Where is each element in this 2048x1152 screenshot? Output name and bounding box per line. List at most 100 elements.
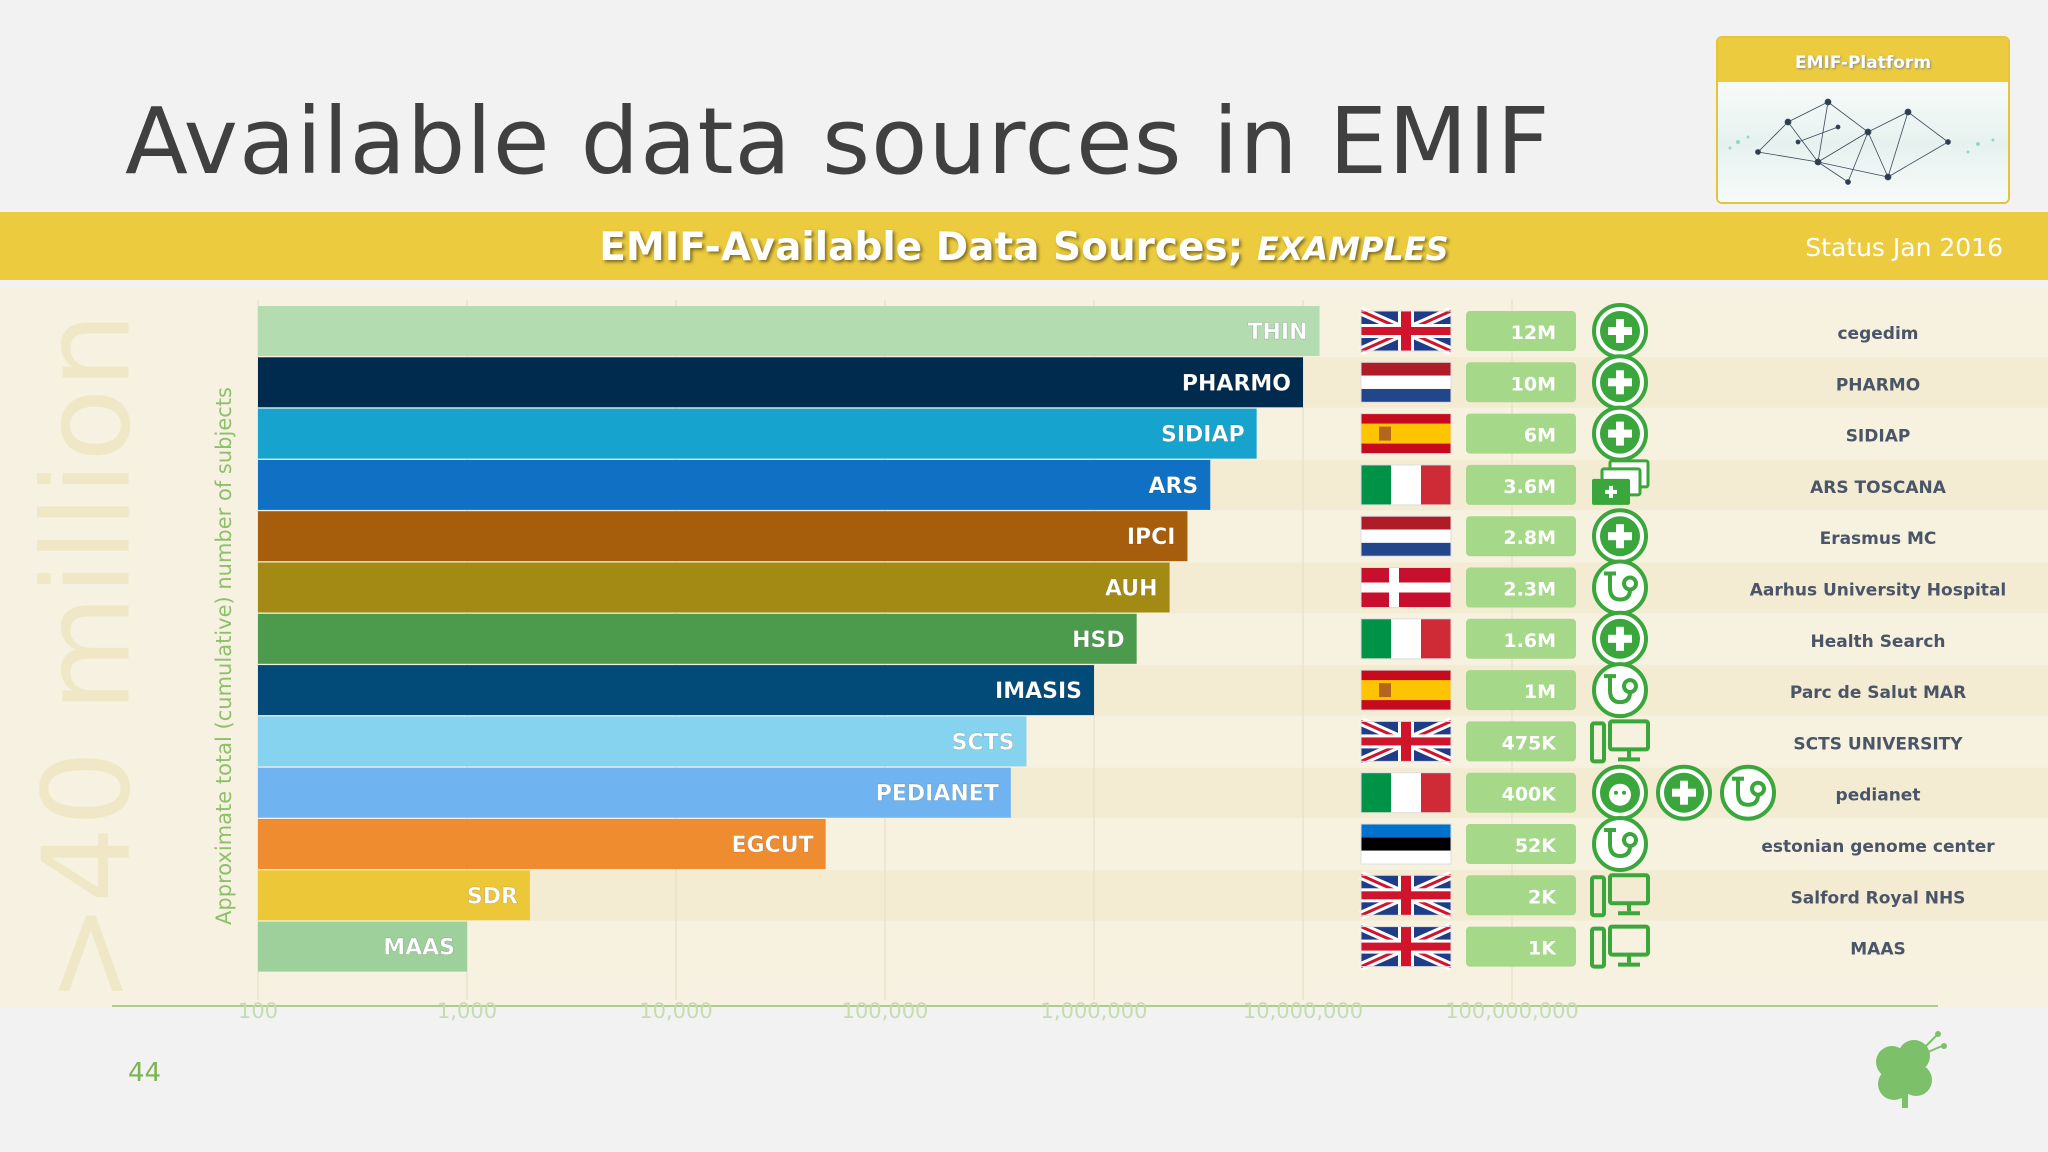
value-badge	[1466, 516, 1576, 557]
value-label: 400K	[1502, 784, 1558, 806]
bar-label: IPCI	[1127, 525, 1176, 550]
bar-pedianet	[258, 767, 1011, 818]
org-logo: Salford Royal NHS	[1791, 888, 1966, 908]
bar-ipci	[258, 511, 1188, 562]
bar-egcut	[258, 819, 826, 869]
bar-sdr	[258, 870, 530, 921]
bar-label: AUH	[1105, 577, 1158, 602]
flag-es-icon	[1360, 413, 1452, 455]
bar-label: ARS	[1148, 474, 1198, 499]
cross-icon	[1592, 303, 1648, 359]
flag-es-icon	[1360, 669, 1452, 711]
x-tick-label: 100,000,000	[1445, 999, 1579, 1023]
folder-icon	[1592, 459, 1650, 505]
org-logo: PHARMO	[1836, 375, 1920, 395]
value-badge	[1466, 413, 1576, 454]
org-logo: Erasmus MC	[1820, 529, 1937, 549]
x-tick-label: 100	[238, 999, 278, 1023]
org-logo: Parc de Salut MAR	[1790, 683, 1966, 703]
value-label: 10M	[1511, 373, 1556, 395]
value-label: 1.6M	[1503, 630, 1556, 652]
bar-ars	[258, 459, 1211, 510]
org-logo: Aarhus University Hospital	[1750, 581, 2007, 601]
bar-maas	[258, 921, 467, 972]
flag-it-icon	[1360, 618, 1452, 660]
value-badge	[1466, 721, 1576, 762]
bar-label: HSD	[1072, 628, 1125, 653]
bar-label: IMASIS	[995, 679, 1082, 704]
value-label: 3.6M	[1503, 476, 1556, 498]
flag-uk-icon	[1359, 717, 1453, 766]
org-logo: ARS TOSCANA	[1810, 478, 1947, 498]
x-tick-label: 1,000,000	[1041, 999, 1148, 1023]
stetho-icon	[1720, 764, 1776, 821]
banner-title: EMIF-Available Data Sources; EXAMPLES	[0, 212, 2048, 285]
flag-uk-icon	[1359, 871, 1453, 920]
banner: EMIF-Available Data Sources; EXAMPLES St…	[0, 212, 2048, 280]
page-number: 44	[128, 1058, 162, 1088]
flag-nl-icon	[1360, 361, 1452, 403]
network-graphic-icon	[1718, 82, 2008, 202]
logo-header: EMIF-Platform	[1718, 38, 2008, 82]
computer-icon	[1590, 924, 1650, 969]
value-label: 1M	[1524, 681, 1556, 703]
value-badge	[1466, 618, 1576, 659]
bar-label: PEDIANET	[876, 782, 999, 807]
cross-icon	[1592, 610, 1648, 667]
org-logo: cegedim	[1837, 324, 1918, 344]
bar-label: THIN	[1248, 320, 1308, 345]
computer-icon	[1590, 719, 1650, 764]
bar-label: SCTS	[952, 730, 1015, 755]
emif-platform-logo: EMIF-Platform	[1716, 36, 2010, 204]
bar-pharmo	[258, 357, 1303, 408]
x-tick-label: 10,000	[639, 999, 712, 1023]
bar-label: SIDIAP	[1161, 423, 1245, 448]
clover-logo-icon	[1876, 1031, 1947, 1108]
stetho-icon	[1592, 559, 1648, 616]
bar-label: PHARMO	[1182, 371, 1291, 396]
value-label: 6M	[1524, 425, 1556, 447]
flag-it-icon	[1360, 772, 1452, 814]
value-badge	[1466, 926, 1576, 967]
cross-icon	[1592, 405, 1648, 462]
bar-label: MAAS	[383, 936, 455, 961]
stetho-icon	[1592, 662, 1648, 719]
value-label: 2.3M	[1503, 579, 1556, 601]
status-label: Status Jan 2016	[1805, 233, 2003, 262]
bar-auh	[258, 562, 1170, 613]
bar-scts	[258, 716, 1027, 767]
flag-it-icon	[1360, 464, 1452, 506]
org-logo: SCTS UNIVERSITY	[1793, 734, 1963, 754]
x-tick-label: 10,000,000	[1243, 999, 1363, 1023]
banner-title-suffix: EXAMPLES	[1256, 230, 1449, 268]
bar-label: SDR	[467, 884, 518, 909]
flag-dk-icon	[1360, 567, 1452, 608]
cross-icon	[1656, 764, 1712, 821]
flag-uk-icon	[1359, 922, 1453, 971]
row-band	[258, 921, 2048, 972]
flag-nl-icon	[1360, 515, 1452, 557]
org-logo: pedianet	[1836, 786, 1921, 806]
value-label: 12M	[1511, 322, 1556, 344]
cross-icon	[1592, 354, 1648, 411]
value-label: 1K	[1528, 938, 1557, 960]
computer-icon	[1590, 873, 1650, 918]
value-badge	[1466, 670, 1576, 711]
value-badge	[1466, 464, 1576, 505]
stetho-icon	[1592, 816, 1648, 872]
value-badge	[1466, 824, 1576, 864]
value-badge	[1466, 567, 1576, 608]
bar-imasis	[258, 665, 1094, 716]
value-label: 2.8M	[1503, 527, 1556, 549]
flag-ee-icon	[1360, 823, 1452, 865]
bar-label: EGCUT	[732, 833, 814, 858]
value-label: 475K	[1502, 732, 1558, 754]
value-badge	[1466, 875, 1576, 916]
value-badge	[1466, 362, 1576, 403]
org-logo: estonian genome center	[1761, 837, 1995, 857]
cross-icon	[1592, 508, 1648, 565]
org-logo: Health Search	[1810, 632, 1945, 652]
row-band	[258, 870, 2048, 921]
bar-thin	[258, 306, 1320, 356]
